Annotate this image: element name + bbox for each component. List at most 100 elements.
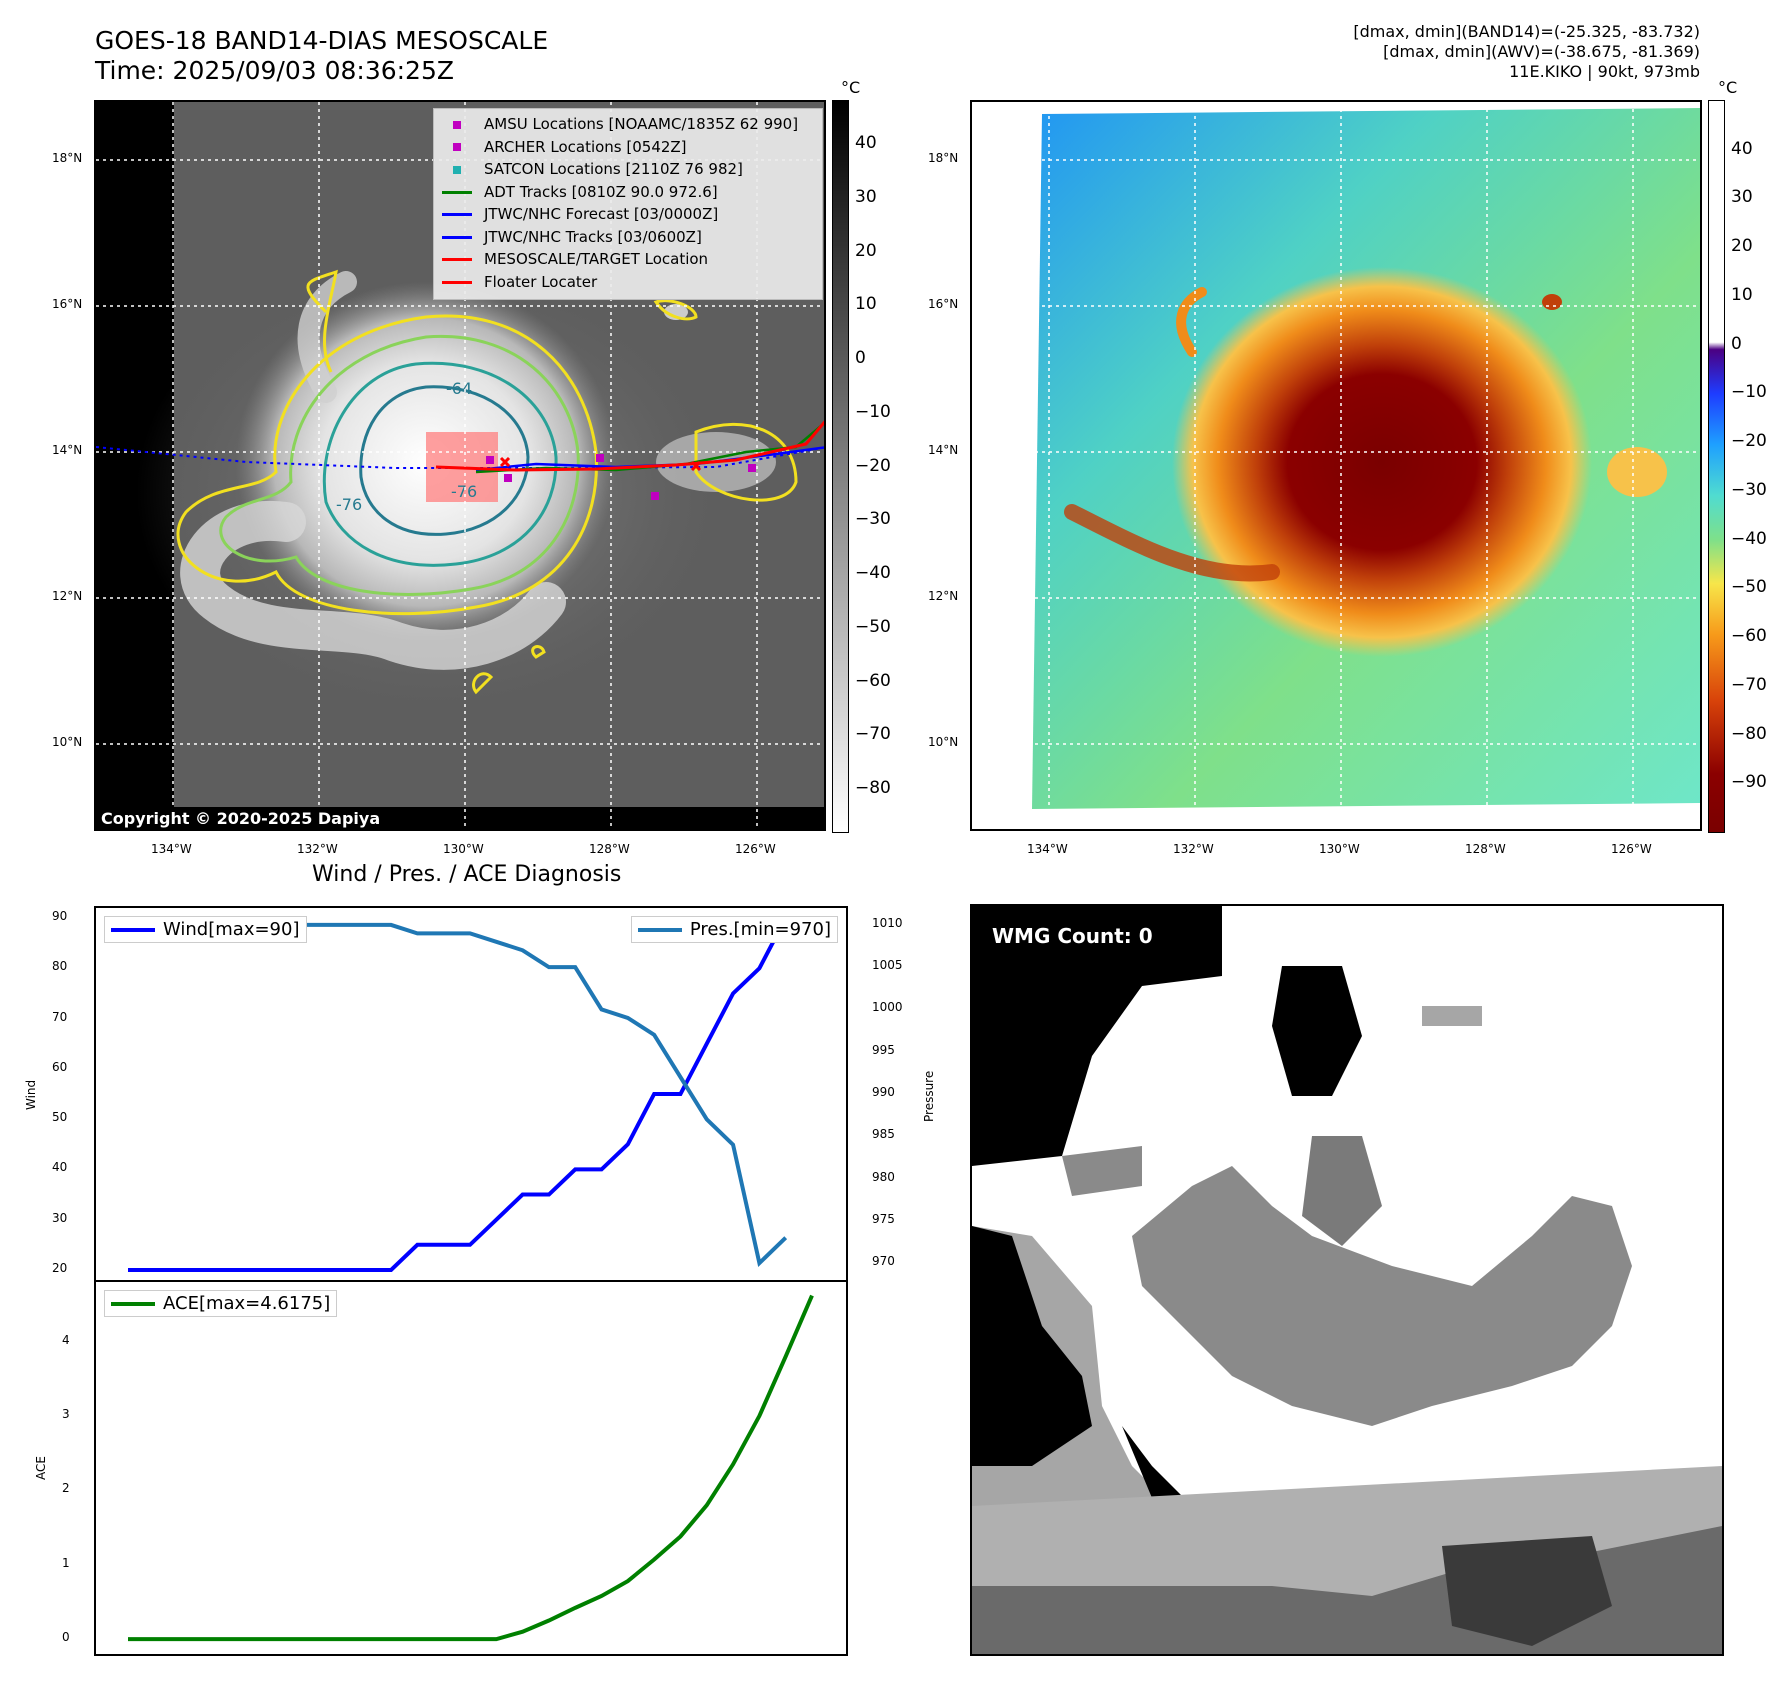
- wind-legend-label: Wind[max=90]: [163, 919, 300, 940]
- lat-label: 12°N: [928, 589, 959, 603]
- series-line: [128, 916, 812, 1272]
- legend-swatch: [442, 235, 472, 239]
- legend-swatch: [453, 165, 461, 174]
- wind-tick: 30: [52, 1210, 68, 1225]
- target-markers: [499, 456, 702, 472]
- lat-label: 10°N: [52, 735, 83, 749]
- lat-label: 16°N: [928, 297, 959, 311]
- ace-legend: ACE[max=4.6175]: [104, 1290, 338, 1317]
- colorbar-tick: −20: [855, 455, 891, 476]
- legend-swatch: [442, 190, 472, 194]
- legend-item: MESOSCALE/TARGET Location: [442, 248, 708, 270]
- lon-label: 126°W: [1611, 842, 1652, 856]
- legend-item: SATCON Locations [2110Z 76 982]: [442, 158, 743, 180]
- pres-tick: 975: [872, 1211, 895, 1226]
- ace-tick: 1: [62, 1555, 70, 1570]
- contour-label-1: -64: [446, 379, 472, 398]
- legend-label: ARCHER Locations [0542Z]: [484, 137, 687, 156]
- wind-pres-panel: Wind[max=90] Pres.[min=970]: [94, 906, 848, 1282]
- lon-label: 130°W: [443, 842, 484, 856]
- lon-label: 132°W: [297, 842, 338, 856]
- colorbar-tick: −80: [855, 778, 891, 798]
- ace-legend-label: ACE[max=4.6175]: [163, 1293, 331, 1314]
- lon-label: 128°W: [1465, 842, 1506, 856]
- awv-map-panel: [970, 100, 1702, 831]
- legend-item: JTWC/NHC Forecast [03/0000Z]: [442, 203, 718, 225]
- ir-colorbar-unit: °C: [841, 78, 861, 97]
- ir-contours: -64 -76 -76: [96, 102, 824, 829]
- legend-label: JTWC/NHC Forecast [03/0000Z]: [484, 205, 719, 223]
- title-line-2: Time: 2025/09/03 08:36:25Z: [95, 56, 454, 85]
- colorbar-tick: 10: [855, 294, 877, 315]
- legend-swatch: [453, 120, 461, 129]
- lon-label: 134°W: [1027, 842, 1068, 856]
- legend-item: ARCHER Locations [0542Z]: [442, 136, 687, 158]
- wind-tick: 70: [52, 1009, 68, 1024]
- ace-panel: ACE[max=4.6175]: [94, 1280, 848, 1656]
- awv-colorbar: [1708, 100, 1725, 833]
- legend-label: ADT Tracks [0810Z 90.0 972.6]: [484, 182, 718, 201]
- ir-map-panel: -64 -76 -76 AMSU Locations [NOA: [94, 100, 826, 831]
- contour-label-2: -76: [451, 482, 477, 501]
- meta-band14: [dmax, dmin](BAND14)=(-25.325, -83.732): [1353, 22, 1700, 41]
- colorbar-tick: 40: [1731, 138, 1753, 159]
- ace-tick: 0: [62, 1630, 70, 1645]
- colorbar-tick: −70: [1731, 674, 1767, 695]
- legend-label: SATCON Locations [2110Z 76 982]: [484, 160, 743, 178]
- wmg-count-label: WMG Count: 0: [992, 924, 1153, 948]
- colorbar-tick: 20: [855, 240, 877, 261]
- legend-label: Floater Locater: [484, 272, 598, 291]
- ace-tick: 3: [62, 1406, 70, 1421]
- wind-tick: 80: [52, 959, 68, 974]
- colorbar-tick: 0: [1731, 333, 1742, 354]
- pres-legend: Pres.[min=970]: [630, 916, 838, 943]
- pres-tick: 1010: [872, 915, 903, 930]
- series-line: [128, 1294, 814, 1642]
- wmg-imagery: [972, 906, 1722, 1654]
- ace-tick: 2: [62, 1481, 70, 1496]
- wind-tick: 60: [52, 1059, 68, 1074]
- ir-colorbar: [832, 100, 849, 833]
- legend-item: ADT Tracks [0810Z 90.0 972.6]: [442, 181, 718, 203]
- legend-item: JTWC/NHC Tracks [03/0600Z]: [442, 226, 702, 248]
- wind-pres-plot: [128, 916, 812, 1272]
- colorbar-tick: 0: [855, 348, 866, 368]
- awv-map-imagery: [972, 102, 1700, 829]
- colorbar-tick: −50: [1731, 577, 1767, 598]
- colorbar-tick: 30: [1731, 187, 1753, 208]
- meta-storm: 11E.KIKO | 90kt, 973mb: [1509, 62, 1700, 81]
- lon-label: 134°W: [151, 842, 192, 856]
- wmg-panel: WMG Count: 0: [970, 904, 1724, 1656]
- wind-tick: 20: [52, 1260, 68, 1275]
- legend-item: Floater Locater: [442, 271, 597, 293]
- colorbar-tick: 10: [1731, 284, 1753, 305]
- amsu-markers: [486, 454, 756, 500]
- contour-label-3: -76: [336, 495, 362, 514]
- ace-plot: [128, 1294, 814, 1642]
- pres-tick: 995: [872, 1042, 895, 1057]
- pres-tick: 985: [872, 1127, 895, 1142]
- floater-track: [435, 420, 824, 472]
- pres-legend-label: Pres.[min=970]: [689, 919, 831, 940]
- wind-tick: 90: [52, 909, 68, 924]
- ace-tick: 4: [62, 1332, 70, 1347]
- colorbar-tick: −20: [1731, 431, 1767, 452]
- colorbar-tick: −80: [1731, 723, 1767, 744]
- ace-ylabel: ACE: [34, 1456, 48, 1480]
- storm-metadata: [dmax, dmin](BAND14)=(-25.325, -83.732) …: [1353, 22, 1700, 82]
- colorbar-tick: −40: [1731, 528, 1767, 549]
- colorbar-tick: −30: [1731, 479, 1767, 500]
- colorbar-tick: −60: [1731, 626, 1767, 647]
- lat-label: 18°N: [52, 151, 83, 165]
- colorbar-tick: 40: [855, 133, 877, 153]
- colorbar-tick: 30: [855, 186, 877, 207]
- pres-tick: 970: [872, 1254, 895, 1269]
- pres-tick: 980: [872, 1169, 895, 1184]
- pres-tick: 1000: [872, 1000, 903, 1015]
- legend-swatch: [442, 258, 472, 261]
- wind-ylabel: Wind: [24, 1079, 38, 1110]
- diagnosis-title: Wind / Pres. / ACE Diagnosis: [312, 862, 622, 887]
- wind-tick: 50: [52, 1110, 68, 1125]
- colorbar-tick: −30: [855, 509, 891, 530]
- legend-label: AMSU Locations [NOAAMC/1835Z 62 990]: [484, 115, 799, 133]
